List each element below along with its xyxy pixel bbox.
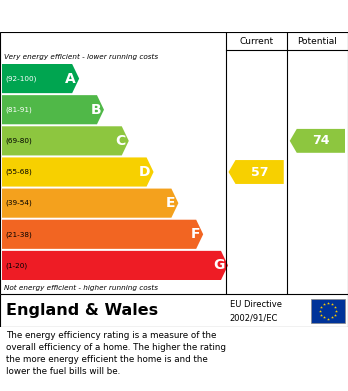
Text: 2002/91/EC: 2002/91/EC bbox=[229, 313, 278, 322]
Text: C: C bbox=[116, 134, 126, 148]
Polygon shape bbox=[2, 158, 153, 187]
Polygon shape bbox=[2, 64, 79, 93]
Text: B: B bbox=[90, 103, 101, 117]
Text: G: G bbox=[214, 258, 225, 273]
Polygon shape bbox=[2, 126, 129, 156]
Polygon shape bbox=[2, 251, 228, 280]
Text: A: A bbox=[65, 72, 76, 86]
Text: (69-80): (69-80) bbox=[5, 138, 32, 144]
Text: (1-20): (1-20) bbox=[5, 262, 27, 269]
Text: England & Wales: England & Wales bbox=[6, 303, 158, 318]
Text: F: F bbox=[191, 227, 200, 241]
Text: 57: 57 bbox=[251, 165, 268, 179]
Text: EU Directive: EU Directive bbox=[229, 300, 282, 309]
Polygon shape bbox=[229, 160, 284, 184]
Text: Energy Efficiency Rating: Energy Efficiency Rating bbox=[10, 9, 213, 24]
Polygon shape bbox=[2, 188, 179, 218]
Polygon shape bbox=[290, 129, 345, 153]
Text: Not energy efficient - higher running costs: Not energy efficient - higher running co… bbox=[4, 285, 158, 291]
Text: (55-68): (55-68) bbox=[5, 169, 32, 175]
Text: Very energy efficient - lower running costs: Very energy efficient - lower running co… bbox=[4, 54, 158, 60]
Text: (21-38): (21-38) bbox=[5, 231, 32, 238]
Text: 74: 74 bbox=[312, 135, 330, 147]
Text: (92-100): (92-100) bbox=[5, 75, 37, 82]
Text: D: D bbox=[139, 165, 151, 179]
Text: The energy efficiency rating is a measure of the
overall efficiency of a home. T: The energy efficiency rating is a measur… bbox=[6, 331, 226, 377]
Bar bbox=[311, 298, 345, 323]
Text: (39-54): (39-54) bbox=[5, 200, 32, 206]
Polygon shape bbox=[2, 95, 104, 124]
Text: E: E bbox=[166, 196, 175, 210]
Polygon shape bbox=[2, 220, 203, 249]
Text: (81-91): (81-91) bbox=[5, 106, 32, 113]
Text: Current: Current bbox=[239, 36, 273, 45]
Text: Potential: Potential bbox=[298, 36, 337, 45]
